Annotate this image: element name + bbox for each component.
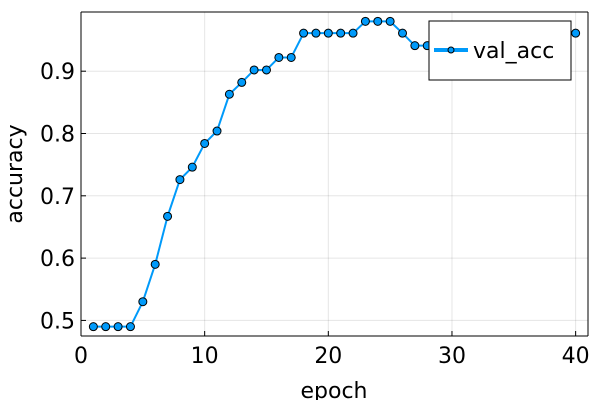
data-point: [336, 28, 346, 38]
legend-label-val-acc: val_acc: [473, 39, 554, 64]
y-tick-label: 0.9: [40, 60, 75, 85]
data-point: [571, 28, 581, 38]
data-point: [286, 52, 296, 62]
legend: val_acc: [428, 20, 572, 81]
data-point: [212, 126, 222, 136]
plot-frame: [80, 11, 589, 337]
axis-ticks: 0 10 20 30 40 0.5 0.6 0.7 0.8 0.9: [40, 60, 590, 369]
x-tick-label: 40: [562, 344, 590, 369]
data-point: [237, 77, 247, 87]
data-point: [163, 211, 173, 221]
data-point: [311, 28, 321, 38]
y-axis-label: accuracy: [3, 124, 28, 223]
data-point: [101, 322, 111, 332]
data-point: [373, 16, 383, 26]
data-point: [299, 28, 309, 38]
data-point: [261, 65, 271, 75]
data-point: [385, 16, 395, 26]
data-point: [249, 65, 259, 75]
data-point: [187, 162, 197, 172]
x-tick-label: 0: [74, 344, 88, 369]
y-tick-label: 0.5: [40, 309, 75, 334]
data-point: [348, 28, 358, 38]
data-point: [88, 322, 98, 332]
data-point: [175, 175, 185, 185]
data-point: [323, 28, 333, 38]
data-point: [113, 322, 123, 332]
y-tick-label: 0.6: [40, 247, 75, 272]
x-axis-label: epoch: [301, 379, 368, 400]
data-point: [138, 297, 148, 307]
data-point: [125, 322, 135, 332]
y-tick-label: 0.7: [40, 185, 75, 210]
data-point: [150, 259, 160, 269]
x-tick-label: 20: [314, 344, 342, 369]
x-tick-label: 30: [438, 344, 466, 369]
data-point: [224, 89, 234, 99]
data-point: [360, 16, 370, 26]
data-point: [274, 52, 284, 62]
data-point: [398, 28, 408, 38]
data-point: [410, 41, 420, 51]
legend-marker-val-acc: [447, 46, 455, 54]
data-point: [200, 138, 210, 148]
y-tick-label: 0.8: [40, 123, 75, 148]
x-tick-label: 10: [191, 344, 219, 369]
